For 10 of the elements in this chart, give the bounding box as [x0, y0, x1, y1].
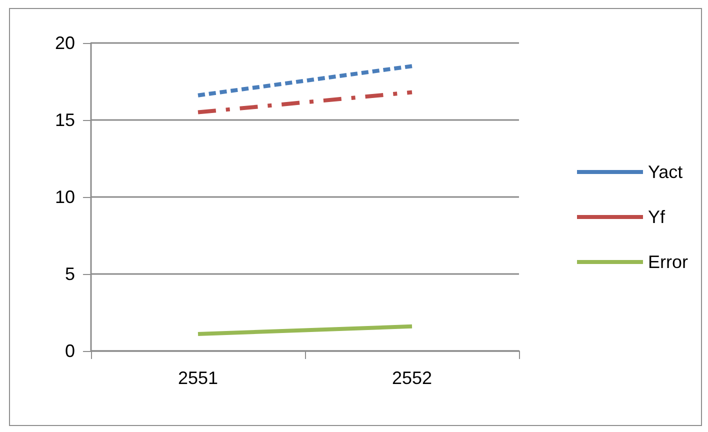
y-tick-label: 20 [54, 33, 75, 53]
x-tick-label: 2552 [392, 368, 432, 388]
x-tick-label: 2551 [178, 368, 218, 388]
legend-label: Error [648, 252, 688, 272]
y-tick-label: 15 [54, 110, 75, 130]
y-tick-label: 0 [64, 341, 75, 361]
y-tick-label: 5 [64, 264, 75, 284]
y-tick-label: 10 [54, 187, 75, 207]
legend-label: Yf [648, 207, 666, 227]
legend-label: Yact [648, 162, 683, 182]
